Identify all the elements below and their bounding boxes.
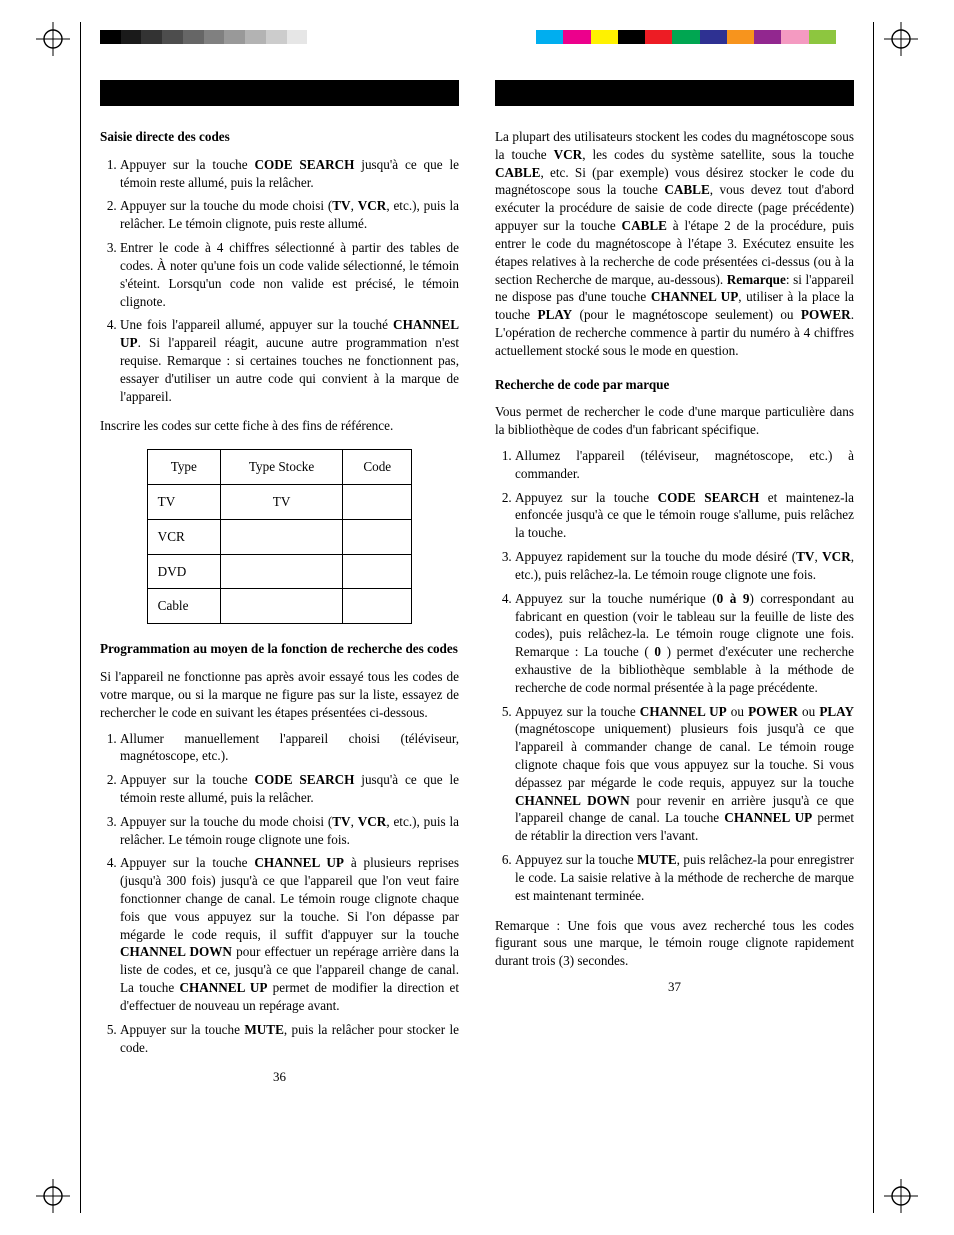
list-item: Appuyer sur la touche MUTE, puis la relâ…	[120, 1021, 459, 1057]
table-cell	[220, 554, 342, 589]
table-row: Cable	[147, 589, 412, 624]
table-header: Type Stocke	[220, 450, 342, 485]
color-swatch	[536, 30, 836, 44]
table-cell	[343, 519, 412, 554]
section-bar	[100, 80, 459, 106]
heading-recherche-marque: Recherche de code par marque	[495, 376, 854, 394]
right-column: La plupart des utilisateurs stockent les…	[495, 80, 854, 1173]
list-item: Allumez l'appareil (téléviseur, magnétos…	[515, 447, 854, 483]
page-number: 36	[100, 1068, 459, 1086]
table-row: VCR	[147, 519, 412, 554]
grayscale-swatch	[100, 30, 328, 44]
reference-note: Inscrire les codes sur cette fiche à des…	[100, 417, 459, 435]
list-item: Appuyer sur la touche du mode choisi (TV…	[120, 813, 459, 849]
page-number: 37	[495, 978, 854, 996]
table-cell: VCR	[147, 519, 220, 554]
list-item: Appuyer sur la touche CODE SEARCH jusqu'…	[120, 156, 459, 192]
page-content: Saisie directe des codes Appuyer sur la …	[100, 80, 854, 1173]
intro-programmation: Si l'appareil ne fonctionne pas après av…	[100, 668, 459, 721]
list-item: Une fois l'appareil allumé, appuyer sur …	[120, 316, 459, 405]
list-item: Entrer le code à 4 chiffres sélectionné …	[120, 239, 459, 310]
table-cell: DVD	[147, 554, 220, 589]
remarque-finale: Remarque : Une fois que vous avez recher…	[495, 917, 854, 970]
list-item: Appuyez sur la touche CHANNEL UP ou POWE…	[515, 703, 854, 846]
section-bar	[495, 80, 854, 106]
table-cell	[343, 589, 412, 624]
crop-mark-icon	[884, 1179, 918, 1213]
heading-saisie-directe: Saisie directe des codes	[100, 128, 459, 146]
crop-mark-icon	[884, 22, 918, 56]
list-item: Appuyez rapidement sur la touche du mode…	[515, 548, 854, 584]
list-item: Allumer manuellement l'appareil choisi (…	[120, 730, 459, 766]
table-row: TVTV	[147, 485, 412, 520]
crop-mark-icon	[36, 22, 70, 56]
list-item: Appuyez sur la touche MUTE, puis relâche…	[515, 851, 854, 904]
table-cell: Cable	[147, 589, 220, 624]
table-cell	[220, 589, 342, 624]
table-cell	[220, 519, 342, 554]
table-cell	[343, 554, 412, 589]
list-item: Appuyer sur la touche du mode choisi (TV…	[120, 197, 459, 233]
list-item: Appuyer sur la touche CHANNEL UP à plusi…	[120, 854, 459, 1014]
table-row: DVD	[147, 554, 412, 589]
left-column: Saisie directe des codes Appuyer sur la …	[100, 80, 459, 1173]
divider	[873, 22, 874, 1213]
divider	[80, 22, 81, 1213]
crop-mark-icon	[36, 1179, 70, 1213]
list-item: Appuyez sur la touche numérique (0 à 9) …	[515, 590, 854, 697]
intro-paragraph: La plupart des utilisateurs stockent les…	[495, 128, 854, 360]
code-table: TypeType StockeCode TVTVVCRDVDCable	[147, 449, 413, 624]
list-recherche-marque: Allumez l'appareil (téléviseur, magnétos…	[495, 447, 854, 905]
table-header: Code	[343, 450, 412, 485]
list-saisie-directe: Appuyer sur la touche CODE SEARCH jusqu'…	[100, 156, 459, 406]
intro-recherche: Vous permet de rechercher le code d'une …	[495, 403, 854, 439]
table-header: Type	[147, 450, 220, 485]
heading-programmation: Programmation au moyen de la fonction de…	[100, 640, 459, 658]
list-programmation: Allumer manuellement l'appareil choisi (…	[100, 730, 459, 1057]
table-cell: TV	[147, 485, 220, 520]
table-cell: TV	[220, 485, 342, 520]
table-cell	[343, 485, 412, 520]
list-item: Appuyez sur la touche CODE SEARCH et mai…	[515, 489, 854, 542]
list-item: Appuyer sur la touche CODE SEARCH jusqu'…	[120, 771, 459, 807]
